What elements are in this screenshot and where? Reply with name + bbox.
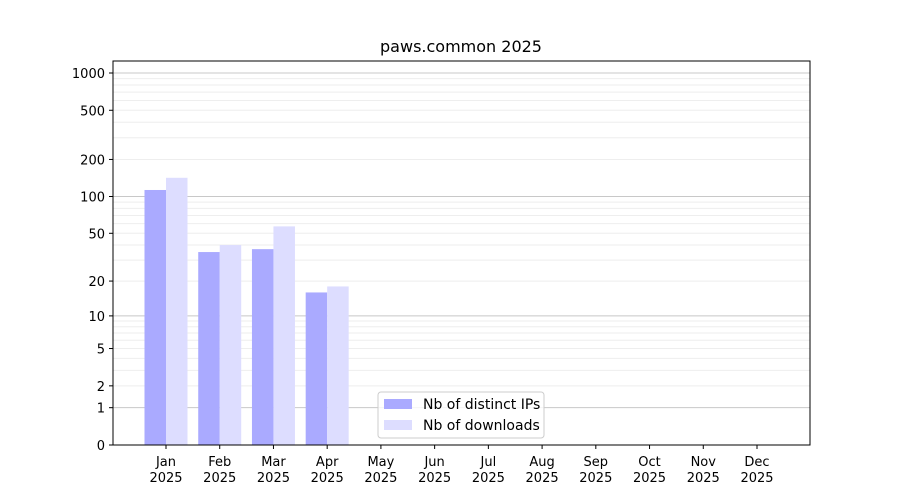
bar-downloads bbox=[327, 286, 349, 445]
x-tick-label: Aug 2025 bbox=[526, 455, 559, 486]
y-tick-label: 2 bbox=[97, 380, 105, 395]
legend-label-distinct-ips: Nb of distinct IPs bbox=[423, 397, 540, 413]
legend-label-downloads: Nb of downloads bbox=[423, 418, 540, 434]
y-tick-label: 5 bbox=[97, 343, 105, 358]
x-tick-label: Sep 2025 bbox=[579, 455, 612, 486]
x-axis: Jan 2025 Feb 2025 Mar 2025 Apr 2025 May 2025 Jun 20… bbox=[149, 445, 774, 486]
x-tick-label: Nov 2025 bbox=[687, 455, 720, 486]
bar-distinct-ips bbox=[198, 252, 220, 445]
x-tick-label: Feb 2025 bbox=[203, 455, 236, 486]
legend-box bbox=[377, 391, 545, 439]
y-axis: 0 1 2 5 10 20 50 100 200 500 1000 bbox=[72, 67, 113, 454]
bars bbox=[144, 177, 349, 445]
x-tick-label: Oct 2025 bbox=[633, 455, 666, 486]
x-tick-label: Jul 2025 bbox=[472, 455, 505, 486]
y-tick-label: 1000 bbox=[72, 67, 105, 82]
x-tick-label: Jan 2025 bbox=[149, 455, 182, 486]
x-tick-label: Dec 2025 bbox=[740, 455, 773, 486]
legend: Nb of distinct IPs Nb of downloads bbox=[377, 391, 545, 439]
x-tick-label: Mar 2025 bbox=[257, 455, 290, 486]
y-tick-label: 50 bbox=[88, 227, 105, 242]
y-tick-label: 100 bbox=[80, 191, 105, 206]
bar-distinct-ips bbox=[251, 249, 274, 445]
y-tick-label: 0 bbox=[97, 439, 105, 454]
plot-frame bbox=[112, 60, 811, 446]
bar-distinct-ips bbox=[305, 292, 328, 445]
x-tick-label: May 2025 bbox=[364, 455, 397, 486]
y-tick-label: 500 bbox=[80, 104, 105, 119]
bar-distinct-ips bbox=[144, 189, 166, 445]
bar-downloads bbox=[219, 245, 242, 445]
x-tick-label: Apr 2025 bbox=[311, 455, 344, 486]
y-tick-label: 1 bbox=[97, 402, 105, 417]
legend-swatch-distinct-ips bbox=[384, 399, 412, 409]
bar-downloads bbox=[273, 226, 295, 445]
x-tick-label: Jun 2025 bbox=[418, 455, 451, 486]
chart-title: paws.common 2025 bbox=[380, 37, 542, 56]
y-tick-label: 200 bbox=[80, 153, 105, 168]
y-tick-label: 10 bbox=[88, 310, 105, 325]
bar-downloads bbox=[166, 177, 188, 445]
legend-swatch-downloads bbox=[384, 420, 412, 430]
y-tick-label: 20 bbox=[88, 275, 105, 290]
